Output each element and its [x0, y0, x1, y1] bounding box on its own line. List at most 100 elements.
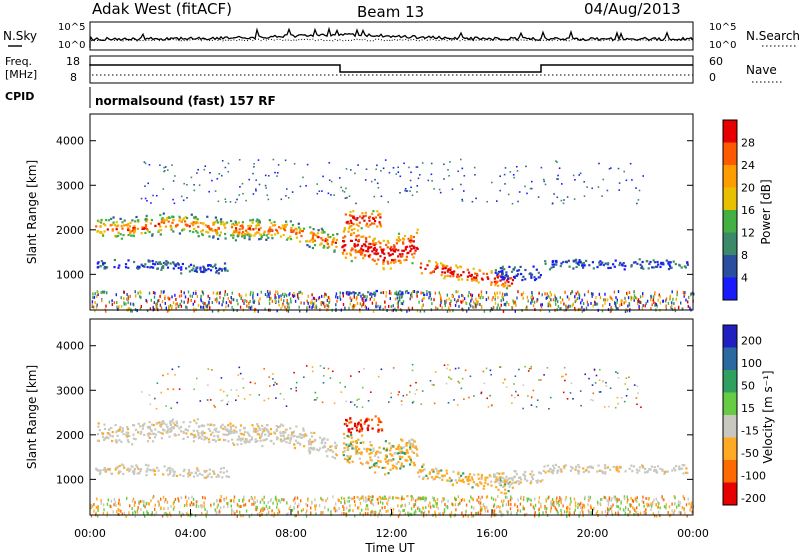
heatmap-cell — [484, 509, 487, 513]
heatmap-cell — [252, 294, 254, 298]
heatmap-cell — [91, 504, 94, 508]
heatmap-cell — [254, 496, 256, 500]
heatmap-cell — [326, 455, 329, 458]
nave-label: Nave — [746, 63, 777, 77]
heatmap-cell — [662, 263, 665, 266]
heatmap-cell — [536, 399, 539, 401]
heatmap-cell — [178, 511, 181, 514]
heatmap-cell — [192, 222, 195, 225]
heatmap-cell — [460, 387, 463, 390]
heatmap-cell — [139, 425, 142, 428]
heatmap-cell — [691, 291, 694, 295]
heatmap-cell — [116, 301, 118, 304]
heatmap-cell — [119, 233, 122, 236]
heatmap-cell — [184, 223, 187, 226]
heatmap-cell — [267, 230, 270, 233]
heatmap-cell — [215, 231, 218, 234]
heatmap-cell — [136, 465, 139, 468]
heatmap-cell — [447, 169, 449, 171]
heatmap-cell — [399, 467, 402, 470]
heatmap-cell — [638, 189, 641, 192]
heatmap-cell — [126, 293, 128, 296]
heatmap-cell — [379, 460, 382, 463]
heatmap-cell — [506, 293, 508, 297]
heatmap-cell — [385, 449, 389, 452]
heatmap-cell — [317, 229, 320, 232]
heatmap-cell — [305, 185, 307, 187]
heatmap-cell — [264, 293, 267, 296]
heatmap-cell — [236, 223, 239, 226]
heatmap-cell — [380, 291, 383, 294]
heatmap-cell — [208, 468, 211, 471]
heatmap-cell — [389, 453, 392, 456]
heatmap-cell — [321, 510, 323, 514]
heatmap-cell — [111, 223, 114, 226]
heatmap-cell — [419, 266, 422, 269]
heatmap-cell — [592, 304, 594, 308]
heatmap-cell — [321, 239, 324, 242]
heatmap-cell — [387, 262, 390, 265]
heatmap-cell — [373, 471, 377, 474]
heatmap-cell — [677, 503, 680, 507]
heatmap-cell — [227, 475, 231, 478]
heatmap-cell — [438, 512, 440, 516]
heatmap-cell — [287, 512, 289, 516]
heatmap-cell — [226, 269, 229, 272]
heatmap-cell — [162, 495, 165, 499]
heatmap-cell — [371, 301, 374, 305]
heatmap-cell — [188, 265, 191, 268]
heatmap-cell — [245, 229, 248, 232]
heatmap-cell — [644, 304, 646, 308]
heatmap-cell — [188, 471, 191, 474]
heatmap-cell — [123, 301, 125, 305]
heatmap-cell — [384, 159, 387, 161]
heatmap-cell — [232, 424, 235, 427]
heatmap-cell — [598, 469, 601, 472]
heatmap-cell — [192, 230, 195, 234]
heatmap-cell — [115, 431, 118, 434]
heatmap-cell — [657, 263, 660, 266]
colorbar-segment — [723, 142, 737, 165]
heatmap-cell — [163, 507, 165, 511]
heatmap-cell — [208, 226, 211, 229]
heatmap-cell — [144, 263, 147, 266]
heatmap-cell — [293, 163, 296, 165]
heatmap-cell — [99, 469, 102, 472]
heatmap-cell — [148, 230, 151, 234]
heatmap-cell — [661, 469, 664, 472]
heatmap-cell — [462, 271, 465, 274]
heatmap-cell — [261, 428, 264, 431]
heatmap-cell — [379, 223, 382, 226]
heatmap-cell — [381, 250, 384, 253]
heatmap-cell — [529, 272, 532, 275]
heatmap-cell — [164, 297, 166, 300]
heatmap-cell — [332, 238, 335, 241]
heatmap-cell — [157, 229, 160, 232]
heatmap-cell — [127, 440, 130, 444]
heatmap-cell — [363, 422, 366, 425]
heatmap-cell — [386, 239, 389, 243]
heatmap-cell — [371, 459, 374, 462]
heatmap-cell — [326, 438, 329, 441]
heatmap-cell — [291, 508, 294, 512]
heatmap-cell — [451, 295, 454, 298]
heatmap-cell — [434, 499, 437, 503]
heatmap-cell — [652, 502, 654, 506]
heatmap-cell — [249, 300, 251, 303]
heatmap-cell — [470, 273, 473, 276]
heatmap-cell — [264, 184, 267, 187]
heatmap-cell — [421, 390, 424, 392]
heatmap-cell — [164, 301, 166, 305]
heatmap-cell — [348, 457, 351, 460]
heatmap-cell — [448, 268, 451, 271]
heatmap-cell — [204, 224, 208, 227]
heatmap-cell — [310, 431, 313, 434]
heatmap-cell — [236, 443, 239, 446]
heatmap-cell — [321, 401, 324, 404]
noise-panel: N.Sky 10^5 10^0 10^5 10^0 N.Search — [3, 21, 800, 51]
heatmap-cell — [150, 202, 152, 204]
heatmap-cell — [182, 475, 185, 478]
heatmap-cell — [642, 304, 644, 307]
heatmap-cell — [122, 464, 125, 467]
heatmap-cell — [408, 439, 411, 442]
